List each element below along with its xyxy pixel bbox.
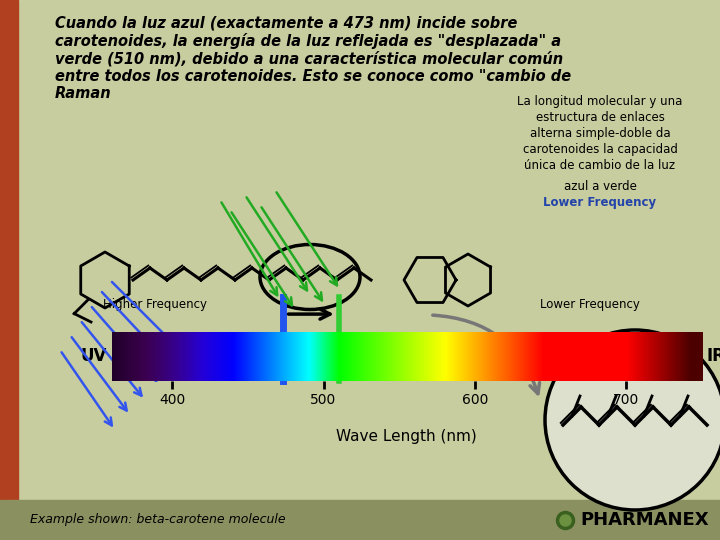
- Text: PHARMANEX: PHARMANEX: [580, 511, 708, 529]
- Text: Higher Frequency: Higher Frequency: [103, 298, 207, 310]
- Text: Lower Frequency: Lower Frequency: [544, 196, 657, 209]
- Text: UV: UV: [80, 347, 107, 366]
- Text: alterna simple-doble da: alterna simple-doble da: [530, 127, 670, 140]
- Text: estructura de enlaces: estructura de enlaces: [536, 111, 665, 124]
- Text: Wave Length (nm): Wave Length (nm): [336, 429, 477, 444]
- Text: única de cambio de la luz: única de cambio de la luz: [524, 159, 675, 172]
- Text: carotenoides la capacidad: carotenoides la capacidad: [523, 143, 678, 156]
- Text: La longitud molecular y una: La longitud molecular y una: [517, 95, 683, 108]
- Text: Cuando la luz azul (exactamente a 473 nm) incide sobre
carotenoides, la energía : Cuando la luz azul (exactamente a 473 nm…: [55, 15, 571, 102]
- Bar: [0, 0, 18, 510]
- Text: IR: IR: [707, 347, 720, 366]
- Text: azul a verde: azul a verde: [564, 180, 636, 193]
- Bar: [0, 500, 720, 540]
- Circle shape: [545, 330, 720, 510]
- Text: Lower Frequency: Lower Frequency: [540, 298, 640, 310]
- Text: Example shown: beta-carotene molecule: Example shown: beta-carotene molecule: [30, 514, 286, 526]
